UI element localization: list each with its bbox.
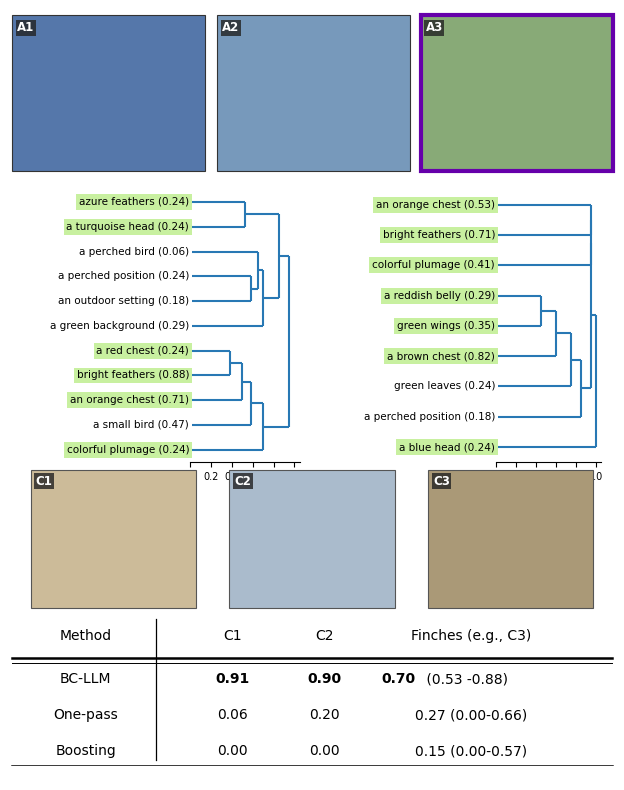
Text: bright feathers (0.88): bright feathers (0.88) <box>77 371 189 381</box>
Text: One-pass: One-pass <box>54 709 118 722</box>
Text: C1: C1 <box>223 629 242 643</box>
Text: a perched position (0.18): a perched position (0.18) <box>364 412 495 422</box>
Text: colorful plumage (0.41): colorful plumage (0.41) <box>373 261 495 270</box>
Text: Finches (e.g., C3): Finches (e.g., C3) <box>411 629 531 643</box>
Text: (0.53 -0.88): (0.53 -0.88) <box>422 672 508 687</box>
Text: C2: C2 <box>235 475 251 488</box>
Text: a red chest (0.24): a red chest (0.24) <box>97 346 189 356</box>
Text: an orange chest (0.71): an orange chest (0.71) <box>71 395 189 405</box>
Text: 0.00: 0.00 <box>309 744 339 758</box>
Text: 0.15 (0.00-0.57): 0.15 (0.00-0.57) <box>415 744 527 758</box>
Text: Boosting: Boosting <box>56 744 116 758</box>
Text: 0.90: 0.90 <box>307 672 341 687</box>
Text: 0.00: 0.00 <box>217 744 248 758</box>
FancyBboxPatch shape <box>31 471 196 608</box>
Text: 0.70: 0.70 <box>382 672 416 687</box>
FancyBboxPatch shape <box>217 15 410 171</box>
Text: an outdoor setting (0.18): an outdoor setting (0.18) <box>58 296 189 306</box>
Text: a blue head (0.24): a blue head (0.24) <box>399 442 495 452</box>
Text: C1: C1 <box>36 475 52 488</box>
FancyBboxPatch shape <box>428 471 593 608</box>
Text: a brown chest (0.82): a brown chest (0.82) <box>387 352 495 361</box>
Text: colorful plumage (0.24): colorful plumage (0.24) <box>67 445 189 455</box>
Text: BC-LLM: BC-LLM <box>60 672 112 687</box>
Text: green wings (0.35): green wings (0.35) <box>397 321 495 331</box>
Text: a reddish belly (0.29): a reddish belly (0.29) <box>384 291 495 300</box>
Text: (b): (b) <box>87 490 111 504</box>
Text: C2: C2 <box>315 629 333 643</box>
FancyBboxPatch shape <box>421 15 613 171</box>
Text: a perched bird (0.06): a perched bird (0.06) <box>79 246 189 257</box>
FancyBboxPatch shape <box>230 471 394 608</box>
Text: 0.91: 0.91 <box>215 672 250 687</box>
Text: bright feathers (0.71): bright feathers (0.71) <box>383 230 495 240</box>
Text: a perched position (0.24): a perched position (0.24) <box>58 271 189 281</box>
Text: a small bird (0.47): a small bird (0.47) <box>94 420 189 430</box>
Text: 0.20: 0.20 <box>309 709 339 722</box>
FancyBboxPatch shape <box>12 15 205 171</box>
Text: A3: A3 <box>426 21 443 35</box>
Text: a turquoise head (0.24): a turquoise head (0.24) <box>67 222 189 231</box>
Text: A2: A2 <box>222 21 240 35</box>
Text: a green background (0.29): a green background (0.29) <box>50 321 189 331</box>
Text: 0.27 (0.00-0.66): 0.27 (0.00-0.66) <box>415 709 527 722</box>
Text: azure feathers (0.24): azure feathers (0.24) <box>79 197 189 207</box>
Text: an orange chest (0.53): an orange chest (0.53) <box>376 200 495 209</box>
Text: Method: Method <box>60 629 112 643</box>
Text: C3: C3 <box>433 475 450 488</box>
Text: green leaves (0.24): green leaves (0.24) <box>394 382 495 391</box>
Text: 0.06: 0.06 <box>217 709 248 722</box>
Text: A1: A1 <box>17 21 34 35</box>
